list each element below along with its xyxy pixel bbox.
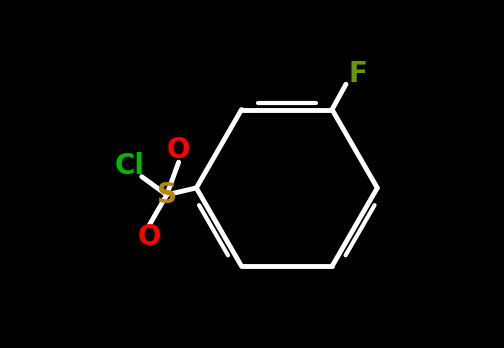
Text: Cl: Cl [114,152,145,180]
Text: O: O [138,223,161,251]
Text: S: S [157,181,177,209]
Text: F: F [349,60,367,88]
Text: O: O [167,136,191,164]
